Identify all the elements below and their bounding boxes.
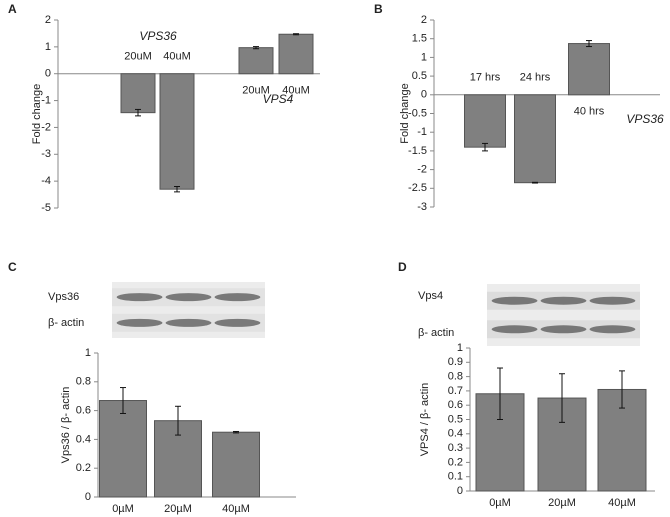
category-label: 20µM [164,503,192,515]
blot-band [116,293,163,302]
category-label: 0µM [489,497,511,509]
y-tick-label: -1 [41,94,51,106]
blot-band [540,296,587,305]
blot-label: β- actin [48,317,84,329]
error-bar [175,405,181,436]
blot-band [491,296,538,305]
annotation: VPS36 [626,112,664,126]
blot-band [214,318,261,327]
y-tick-label: 0.3 [448,442,463,454]
blot-band [491,325,538,334]
blot-band [214,293,261,302]
category-label: 20µM [548,497,576,509]
y-tick-label: -3 [41,148,51,160]
y-tick-label: -3 [417,201,427,213]
category-label: 24 hrs [520,72,551,84]
y-tick-label: -0.5 [408,107,427,119]
y-tick-label: 0.7 [448,385,463,397]
y-tick-label: 0.4 [448,428,463,440]
category-label: 0µM [112,503,134,515]
blot-label: β- actin [418,327,454,339]
y-tick-label: 0.1 [448,471,463,483]
y-tick-label: 1 [45,41,51,53]
bar [568,43,610,96]
annotation: VPS4 [263,92,294,106]
category-label: 40uM [282,85,310,97]
y-axis-label: Fold change [399,83,411,144]
y-tick-label: 0.8 [448,371,463,383]
error-bar [135,108,141,117]
y-tick-label: 0.4 [76,433,91,445]
category-label: 40µM [222,503,250,515]
y-tick-label: 0 [45,68,51,80]
y-tick-label: 0.6 [448,399,463,411]
y-axis-label: Fold change [31,84,43,145]
blot-band [589,325,636,334]
blot-band [116,318,163,327]
y-tick-label: 0 [457,485,463,497]
y-tick-label: 0 [421,89,427,101]
y-tick-label: 0.6 [76,405,91,417]
y-tick-label: 1 [457,342,463,354]
y-tick-label: -2.5 [408,182,427,194]
annotation: VPS36 [139,29,177,43]
category-label: 40µM [608,497,636,509]
panel-label: C [8,260,17,274]
panel-label: D [398,260,407,274]
blot-label: Vps36 [48,291,79,303]
blot-label: Vps4 [418,290,443,302]
category-label: 20uM [124,51,152,63]
bar [159,73,195,190]
y-tick-label: -2 [41,121,51,133]
bar [120,73,156,114]
category-label: 20uM [242,85,270,97]
error-bar [174,186,180,193]
y-tick-label: -1.5 [408,145,427,157]
y-tick-label: 0.2 [448,456,463,468]
error-bar [120,387,126,414]
bar [464,94,506,148]
error-bar [532,181,538,184]
y-tick-label: 1 [85,347,91,359]
error-bar [233,430,239,434]
y-tick-label: -2 [417,164,427,176]
y-tick-label: -5 [41,202,51,214]
error-bar [497,367,503,420]
blot-band [165,318,212,327]
category-label: 40uM [163,51,191,63]
y-tick-label: 0 [85,491,91,503]
blot-band [540,325,587,334]
error-bar [619,370,625,409]
y-tick-label: 0.8 [76,376,91,388]
error-bar [559,373,565,423]
y-tick-label: 1.5 [412,33,427,45]
blot-band [165,293,212,302]
y-tick-label: 0.5 [412,70,427,82]
error-bar [482,142,488,152]
error-bar [586,40,592,48]
y-tick-label: -1 [417,126,427,138]
y-axis-label: Vps36 / β- actin [60,387,72,464]
bar [278,33,314,75]
error-bar [293,33,299,36]
y-axis-label: VPS4 / β- actin [419,383,431,457]
y-tick-label: -4 [41,175,51,187]
category-label: 40 hrs [574,106,605,118]
bar [514,94,556,184]
y-tick-label: 0.5 [448,413,463,425]
error-bar [253,46,259,50]
y-tick-label: 2 [45,14,51,26]
bar [99,400,147,498]
panel-label: B [374,2,383,16]
y-tick-label: 0.2 [76,462,91,474]
y-tick-label: 2 [421,14,427,26]
blot-band [589,296,636,305]
panel-label: A [8,2,17,16]
bar [212,431,260,498]
category-label: 17 hrs [470,72,501,84]
y-tick-label: 1 [421,51,427,63]
y-tick-label: 0.9 [448,356,463,368]
bar [238,47,274,75]
